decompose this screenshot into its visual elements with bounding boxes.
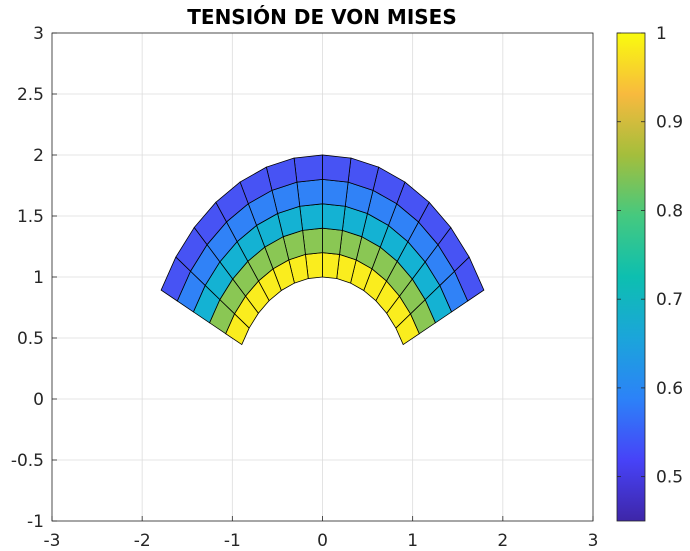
x-tick-label: 2 <box>497 531 508 551</box>
x-tick-label: -3 <box>44 531 61 551</box>
x-tick-label: 1 <box>407 531 418 551</box>
x-tick-labels: -3 -2 -1 0 1 2 3 <box>44 516 599 551</box>
colorbar-tick-label: 0.5 <box>656 468 683 488</box>
y-tick-label: 1.5 <box>17 207 44 227</box>
y-tick-label: 2 <box>33 146 44 166</box>
mesh-element <box>299 203 323 231</box>
y-tick-label: 0.5 <box>17 329 44 349</box>
y-tick-label: -0.5 <box>11 451 44 471</box>
mesh-element <box>322 178 349 207</box>
y-tick-label: -1 <box>27 512 44 532</box>
colorbar-tick-label: 0.6 <box>656 379 683 399</box>
y-tick-label: 2.5 <box>17 85 44 105</box>
mesh-element <box>293 154 323 183</box>
colorbar-tick-label: 1 <box>656 24 667 44</box>
mesh-element <box>302 227 323 255</box>
colorbar <box>616 32 646 522</box>
colorbar-tick-label: 0.7 <box>656 290 683 310</box>
mesh-element <box>322 203 346 231</box>
y-tick-label: 1 <box>33 268 44 288</box>
colorbar-tick-label: 0.9 <box>656 113 683 133</box>
mesh-element <box>322 252 341 279</box>
colorbar-tick-labels: 0.5 0.6 0.7 0.8 0.9 1 <box>617 24 683 488</box>
x-tick-label: 0 <box>317 531 328 551</box>
x-tick-label: -1 <box>224 531 241 551</box>
mesh-element <box>160 256 191 302</box>
mesh-element <box>296 178 323 207</box>
y-tick-label: 3 <box>33 24 44 44</box>
y-tick-label: 0 <box>33 390 44 410</box>
mesh-elements <box>160 154 485 346</box>
mesh-element <box>322 154 352 183</box>
colorbar-tick-label: 0.8 <box>656 201 683 221</box>
x-tick-label: -2 <box>134 531 151 551</box>
y-tick-labels: -1 -0.5 0 0.5 1 1.5 2 2.5 3 <box>11 24 57 532</box>
mesh-element <box>322 227 343 255</box>
chart-title: TENSIÓN DE VON MISES <box>187 5 456 29</box>
x-tick-label: 3 <box>588 531 599 551</box>
